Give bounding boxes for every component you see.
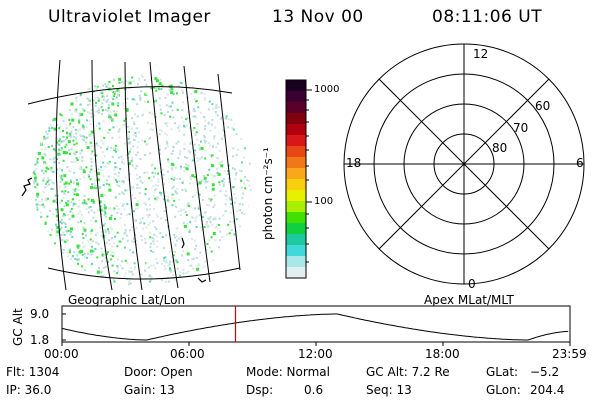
geographic-meridian	[183, 65, 211, 283]
polar-mlt-grid	[343, 43, 585, 285]
geographic-meridian	[124, 61, 143, 291]
info-glon-value: 204.4	[530, 383, 565, 397]
altitude-curve	[61, 313, 569, 341]
mlt-label-0: 0	[468, 277, 476, 291]
colorbar-band	[286, 157, 306, 169]
geographic-grid	[27, 59, 241, 291]
altitude-plot-frame	[61, 305, 571, 343]
info-flight: Flt: 1304	[6, 365, 60, 379]
geographic-meridian	[217, 73, 241, 271]
coastline	[21, 177, 207, 283]
geographic-latitude-line	[27, 86, 233, 105]
colorbar-band	[286, 267, 306, 279]
colorbar-band	[286, 201, 306, 213]
colorbar-band	[286, 168, 306, 180]
info-dsp-value: 0.6	[304, 383, 324, 397]
geographic-grid-label: Geographic Lat/Lon	[68, 293, 186, 307]
colorbar-band	[286, 102, 306, 114]
uv-emission-pixels	[32, 74, 252, 286]
geographic-latitude-line	[47, 267, 241, 280]
observation-date: 13 Nov 00	[272, 7, 364, 27]
colorbar-band	[286, 212, 306, 224]
uv-earth-image	[21, 59, 252, 291]
mlt-label-12: 12	[473, 47, 489, 61]
colorbar-frame	[285, 79, 307, 279]
colorbar-band	[286, 223, 306, 235]
colorbar-band	[286, 146, 306, 158]
geographic-meridian	[149, 61, 179, 289]
info-gain: Gain: 13	[124, 383, 175, 397]
altitude-xtick-2359: 23:59	[552, 347, 587, 361]
altitude-plot	[61, 305, 571, 346]
colorbar-gradient	[286, 80, 306, 279]
colorbar-band	[286, 256, 306, 268]
info-glat-value: −5.2	[530, 365, 560, 379]
mlt-label-18: 18	[346, 156, 362, 170]
colorbar-band	[286, 234, 306, 246]
info-door: Door: Open	[124, 365, 193, 379]
info-glat-label: GLat:	[486, 365, 519, 379]
info-mode: Mode: Normal	[246, 365, 330, 379]
altitude-xtick-0000: 00:00	[44, 347, 79, 361]
colorbar-tick-1000: 1000	[314, 84, 340, 95]
info-dsp-label: Dsp:	[246, 383, 274, 397]
colorbar-band	[286, 179, 306, 191]
altitude-xtick-1800: 18:00	[425, 347, 460, 361]
mlt-label-6: 6	[576, 156, 584, 170]
info-sequence: Seq: 13	[366, 383, 412, 397]
polar-diagonal	[378, 78, 550, 250]
colorbar-band	[286, 124, 306, 136]
magnetic-grid-label: Apex MLat/MLT	[424, 293, 514, 307]
altitude-ticks	[61, 313, 571, 346]
colorbar-band	[286, 135, 306, 147]
colorbar-band	[286, 190, 306, 202]
colorbar-band	[286, 113, 306, 125]
geographic-meridian	[55, 59, 67, 291]
colorbar-band	[286, 80, 306, 92]
colorbar-band	[286, 245, 306, 257]
mlat-label-70: 70	[513, 121, 529, 135]
colorbar-ticks	[306, 89, 312, 263]
colorbar	[285, 79, 312, 279]
altitude-xtick-0600: 06:00	[170, 347, 205, 361]
altitude-ytick-9: 9.0	[30, 307, 50, 321]
info-ip: IP: 36.0	[6, 383, 52, 397]
mlat-label-60: 60	[535, 99, 551, 113]
altitude-y-label: GC Alt	[11, 308, 25, 346]
info-gc-altitude: GC Alt: 7.2 Re	[366, 365, 450, 379]
instrument-title: Ultraviolet Imager	[48, 7, 211, 27]
colorbar-band	[286, 91, 306, 103]
mlat-label-80: 80	[492, 141, 508, 155]
colorbar-tick-100: 100	[314, 196, 334, 207]
altitude-ytick-1.8: 1.8	[30, 333, 50, 347]
info-glon-label: GLon:	[486, 383, 521, 397]
altitude-xtick-1200: 12:00	[298, 347, 333, 361]
colorbar-unit-label: photon cm⁻²s⁻¹	[261, 147, 275, 240]
geographic-meridian	[91, 59, 113, 291]
observation-time: 08:11:06 UT	[432, 7, 543, 27]
